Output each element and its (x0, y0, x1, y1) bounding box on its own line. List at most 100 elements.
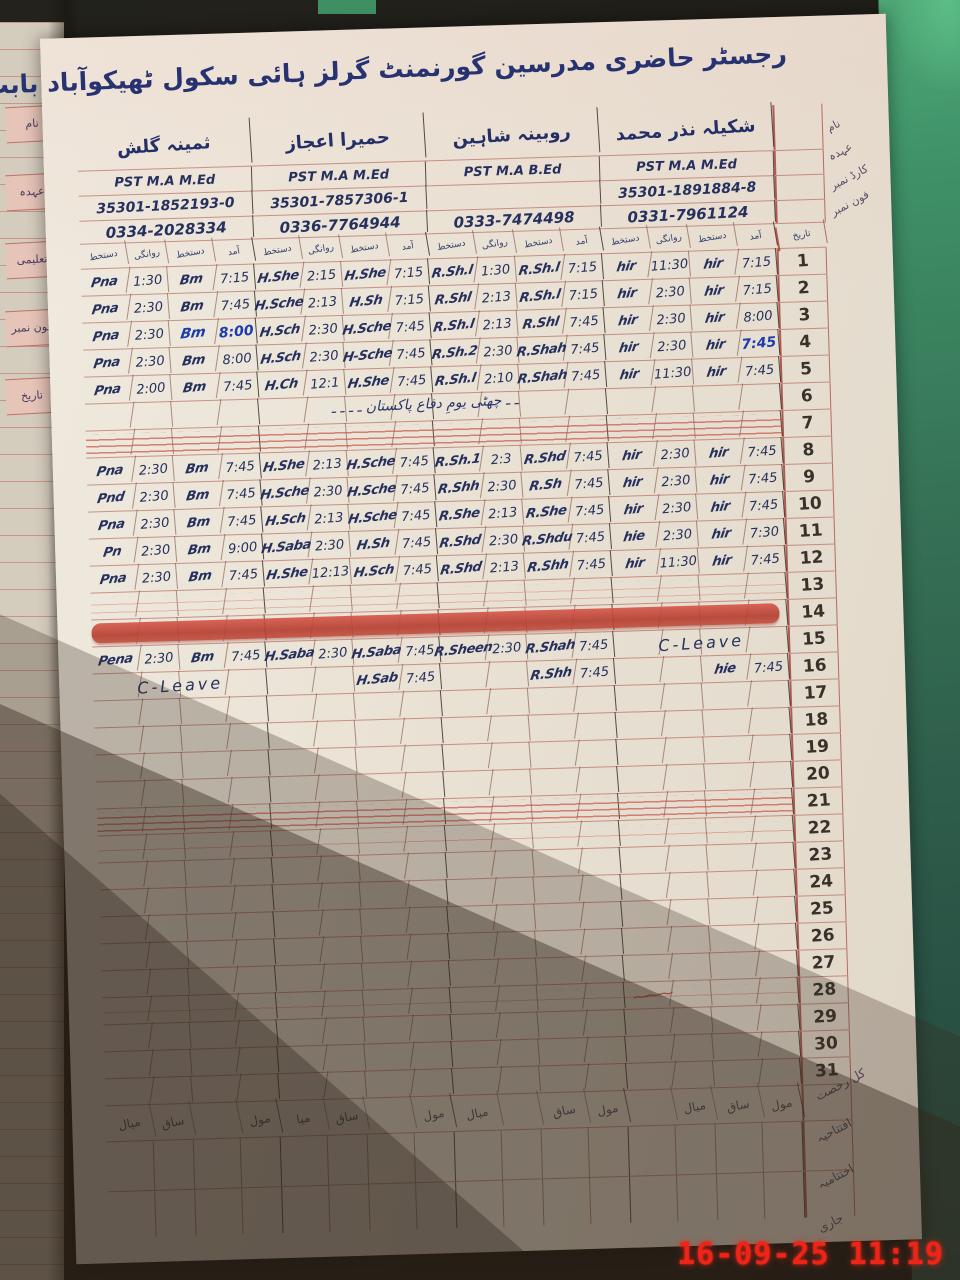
time-cell (237, 1046, 280, 1076)
time-cell (233, 911, 276, 941)
signature-cell (431, 418, 484, 449)
time-cell (321, 962, 364, 992)
empty-cell (716, 1172, 766, 1221)
time-cell: 2:30 (307, 476, 350, 507)
time-cell: 2:30 (651, 331, 694, 361)
time-cell (739, 382, 782, 413)
signature-cell (448, 984, 500, 1016)
time-cell: 7:45 (747, 652, 790, 683)
time-cell (748, 679, 791, 710)
signature-mark: میا (277, 1096, 331, 1140)
signature-cell: H.Saba (350, 636, 403, 668)
time-cell: 7:45 (400, 663, 443, 693)
time-cell (667, 871, 710, 901)
time-cell: 2:30 (303, 341, 346, 372)
date-col-spacer (774, 174, 826, 201)
date-number: 28 (798, 976, 849, 1004)
signature-cell: H.She (343, 366, 395, 398)
signature-cell: hie (608, 521, 661, 552)
time-cell (750, 733, 793, 764)
time-cell (487, 660, 530, 690)
signature-cell (437, 607, 489, 638)
signature-cell (536, 1009, 588, 1041)
signature-cell: Pna (79, 266, 131, 298)
signature-cell: hir (607, 467, 659, 498)
time-cell (132, 428, 175, 458)
signature-cell (274, 990, 327, 1021)
time-cell (665, 817, 708, 847)
time-cell (755, 895, 798, 925)
time-cell: 2:30 (655, 466, 698, 496)
empty-cell (590, 1176, 632, 1224)
signature-mark (190, 1098, 244, 1143)
signature-cell (447, 957, 500, 989)
signature-cell (187, 992, 240, 1024)
signature-cell (96, 860, 149, 892)
signature-cell (182, 830, 235, 862)
signature-cell: R.Shah (524, 631, 577, 663)
time-cell (410, 1014, 453, 1044)
time-cell: 2:30 (477, 336, 520, 366)
signature-mark: مول (237, 1098, 284, 1141)
time-cell (572, 604, 615, 634)
signature-cell (263, 612, 315, 644)
signature-cell: H.Sche (345, 447, 397, 479)
time-cell: 7:30 (743, 517, 786, 548)
time-cell: 2:13 (475, 282, 518, 312)
signature-cell (703, 788, 756, 820)
signature-cell (93, 752, 145, 784)
empty-cell (763, 1171, 806, 1219)
date-number: 18 (790, 706, 841, 734)
row-number: 19 (804, 736, 830, 758)
time-cell: 7:45 (739, 356, 782, 386)
time-cell: 2:13 (483, 552, 526, 582)
time-cell (498, 1038, 541, 1068)
time-cell (392, 420, 435, 450)
signature-cell: hir (606, 440, 658, 471)
signature-cell (446, 904, 498, 935)
column-header: آمد (212, 236, 257, 268)
time-cell: 11:30 (657, 547, 700, 577)
time-cell (229, 776, 272, 806)
date-number: 2 (777, 274, 829, 303)
margin-label: عہدہ (826, 140, 855, 164)
signature-cell (700, 680, 753, 712)
signature-mark (624, 1085, 679, 1130)
signature-cell (362, 1014, 414, 1046)
time-cell (313, 665, 356, 695)
time-cell (579, 846, 622, 877)
signature-cell: R.Sh (520, 469, 572, 501)
signature-cell (611, 601, 663, 633)
time-cell (671, 1006, 714, 1036)
signature-cell (266, 720, 319, 752)
signature-cell: R.Shah (516, 334, 568, 366)
time-cell: 7:15 (736, 275, 779, 305)
signature-cell (264, 666, 317, 698)
date-number: 29 (798, 1003, 850, 1031)
signature-cell: H.Sch (260, 504, 312, 536)
signature-cell (175, 587, 228, 619)
signature-mark: ساق (537, 1088, 592, 1133)
signature-cell (436, 580, 488, 611)
signature-cell: Pna (79, 293, 132, 325)
time-cell: 2:30 (129, 347, 172, 377)
time-cell (490, 768, 533, 798)
signature-cell: R.Sh.l (428, 310, 480, 342)
signature-cell (91, 698, 144, 730)
signature-cell (357, 852, 409, 884)
time-cell (672, 1033, 715, 1063)
row-number: 13 (799, 574, 825, 596)
signature-cell: H.She (261, 558, 314, 590)
time-cell (223, 587, 266, 617)
attendance-table: ثمینہ گلش حمیرا اعجاز روبینہ شاہین شکیلہ نذ… (74, 32, 856, 1239)
signature-cell (176, 614, 228, 646)
time-cell (566, 415, 609, 445)
time-cell: 7:45 (222, 560, 265, 590)
signature-cell: hir (601, 278, 654, 309)
signature-mark: میال (450, 1090, 505, 1135)
signature-cell (265, 693, 318, 725)
signature-cell (276, 1044, 328, 1075)
time-cell: 2:30 (649, 277, 692, 307)
time-cell (575, 712, 618, 742)
